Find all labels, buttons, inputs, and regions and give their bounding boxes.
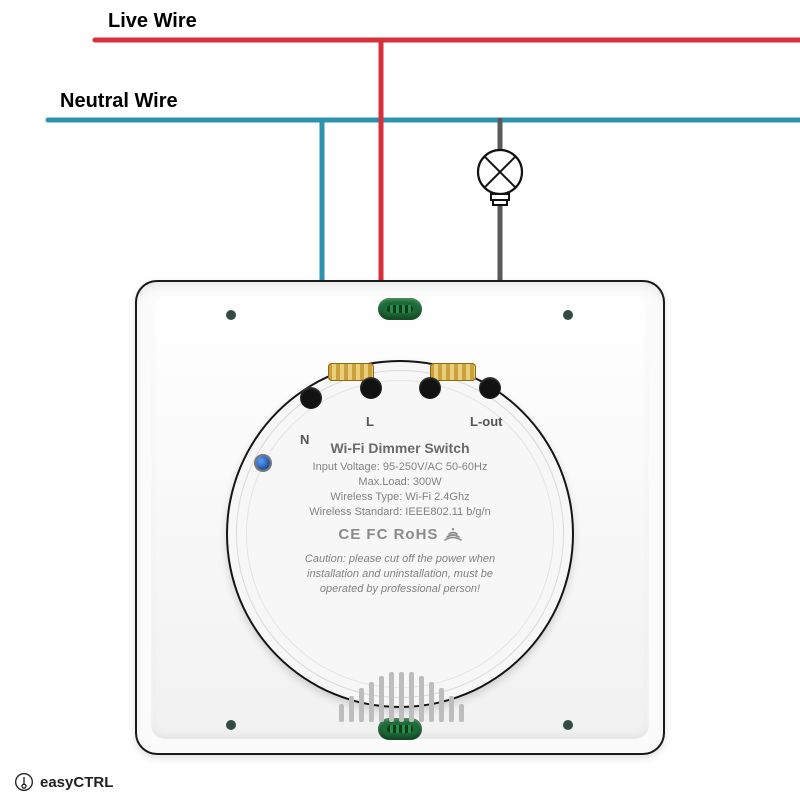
diagram-canvas: { "labels": { "live": "Live Wire", "neut… [0,0,800,800]
terminal-mid [419,377,441,399]
terminal-lout [479,377,501,399]
terminal-l [360,377,382,399]
plate-corner-dot [226,720,236,730]
brand-icon [14,772,34,792]
bulb-icon [478,150,522,205]
module-spec-lines: Input Voltage: 95-250V/AC 50-60HzMax.Loa… [226,460,574,519]
plate-corner-dot [563,310,573,320]
module-caution: Caution: please cut off the power whenin… [226,552,574,597]
plate-corner-dot [563,720,573,730]
module-title: Wi-Fi Dimmer Switch [226,439,574,458]
brass-clamp [430,363,476,381]
terminal-label-lout: L-out [470,414,502,429]
terminal-label-l: L [366,414,374,429]
brand-logo: easyCTRL [14,772,113,792]
plate-corner-dot [226,310,236,320]
mounting-screw [378,298,422,320]
terminal-n [300,387,322,409]
module-cert-row: CE FC RoHS [226,526,574,543]
module-bottom-ribs [332,672,470,722]
brand-text: easyCTRL [40,774,113,791]
